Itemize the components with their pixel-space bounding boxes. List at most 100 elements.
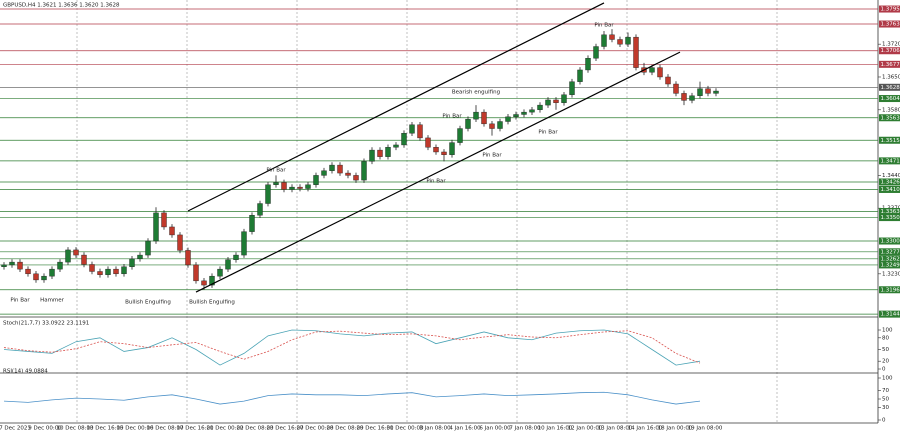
candle-body [714,91,719,93]
y-tick-label: 1.3230 [882,271,900,277]
candle-body [522,112,527,114]
candle-body [2,265,7,267]
candle-body [42,276,47,280]
candle-body [74,250,79,255]
candle-body [554,100,559,103]
y-tick-label: 1.3440 [882,173,900,179]
candle-body [618,39,623,44]
candle-body [690,96,695,101]
candle-body [98,271,103,274]
annotation: Pin Bar [594,22,614,28]
indicator-title: RSI(14) 49.0884 [3,369,48,375]
candle-body [170,227,175,235]
level-label: 1.3604 [881,96,900,102]
candle-body [474,112,479,119]
candle-body [498,122,503,129]
candle-body [234,255,239,260]
y-tick-label: 70 [882,388,889,394]
candle-body [466,119,471,128]
candle-body [570,82,575,95]
candle-body [594,47,599,59]
candle-body [106,269,111,275]
annotation: Bullish Engulfing [125,299,171,305]
candle-body [346,173,351,175]
candle-body [538,105,543,110]
x-tick-label: 7 Jan 08:00 [509,426,541,432]
candle-body [490,124,495,129]
candle-body [682,93,687,100]
candle-body [330,165,335,171]
candle-body [634,37,639,67]
candle-body [194,265,199,281]
candle-body [578,70,583,82]
candle-body [314,175,319,184]
level-label: 1.3196 [881,287,900,293]
candle-body [698,89,703,96]
candle-body [482,112,487,124]
candle-body [218,269,223,276]
level-label: 1.3300 [881,239,900,245]
candle-body [354,175,359,180]
candle-body [242,232,247,255]
candle-body [186,250,191,265]
candle-body [514,114,519,116]
y-tick-label: 100 [882,376,893,382]
candle-body [10,262,15,265]
annotation: Pin Bar [442,113,462,119]
candle-body [666,77,671,84]
level-label: 1.3249 [881,262,900,268]
y-tick-label: 50 [882,347,889,353]
candle-body [122,267,127,274]
candle-body [146,241,151,255]
candle-body [378,150,383,157]
candle-body [202,281,207,285]
y-tick-label: 1.3650 [882,74,900,80]
annotation: Hammer [40,298,65,304]
candle-body [154,213,159,241]
candle-body [530,110,535,112]
level-label: 1.3410 [881,187,900,193]
candle-body [586,58,591,70]
candle-body [362,161,367,180]
level-label: 1.3277 [881,249,900,255]
candle-body [386,147,391,156]
candle-body [114,269,119,274]
candle-body [306,185,311,189]
candle-body [178,235,183,250]
y-tick-label: 1.3720 [882,42,900,48]
candle-body [370,150,375,161]
y-tick-label: 80 [882,335,889,341]
y-tick-label: 100 [882,328,893,334]
candle-body [298,187,303,188]
level-label: 1.3426 [881,179,900,185]
level-label: 1.3563 [881,115,900,121]
x-tick-label: 6 Jan 00:00 [479,426,511,432]
candle-body [274,182,279,184]
y-tick-label: 30 [882,405,889,411]
level-label: 1.3350 [881,215,900,221]
candle-body [450,143,455,155]
x-tick-label: 4 Jan 16:00 [449,426,481,432]
candle-body [442,152,447,155]
candle-body [338,165,343,173]
candle-body [562,95,567,103]
level-label: 1.3763 [881,22,900,28]
candle-body [290,187,295,189]
candle-body [506,117,511,122]
candle-body [546,100,551,105]
candle-body [626,37,631,44]
annotation: Pin Bar [10,298,30,304]
candle-body [34,274,39,280]
candle-body [162,213,167,227]
level-label: 1.3677 [881,62,900,68]
candle-body [58,262,63,269]
candle-body [434,147,439,152]
candle-body [26,269,31,274]
candle-body [610,35,615,40]
level-label: 1.3628 [881,85,900,91]
x-tick-label: 7 Dec 2021 [0,426,31,432]
candle-body [250,215,255,231]
x-tick-label: 3 Jan 08:00 [419,426,451,432]
